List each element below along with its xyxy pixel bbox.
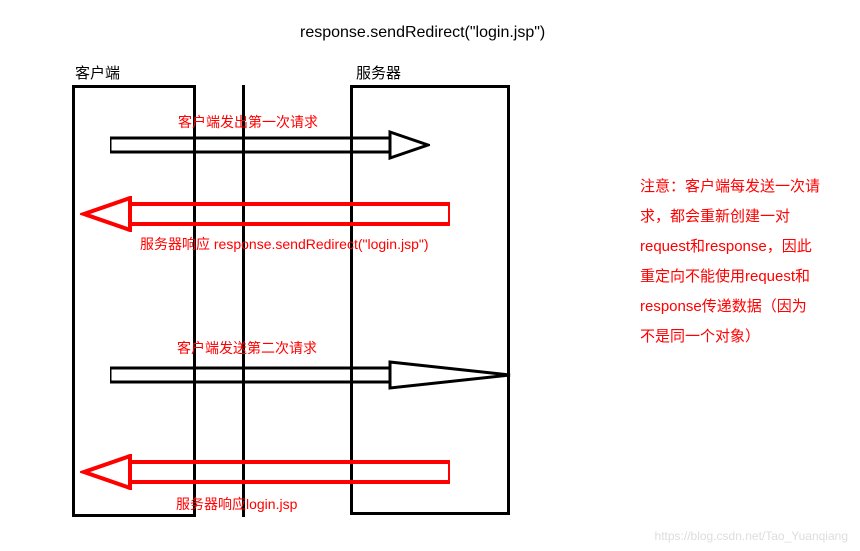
arrow-response-2 (80, 454, 450, 490)
arrow-response-1 (80, 196, 450, 232)
arrow-label-resp2: 服务器响应login.jsp (176, 494, 297, 514)
watermark: https://blog.csdn.net/Tao_Yuanqiang (655, 529, 848, 543)
arrow-request-2 (110, 360, 515, 390)
diagram-title: response.sendRedirect("login.jsp") (300, 24, 545, 42)
client-label: 客户端 (75, 62, 120, 83)
note-text: 注意：客户端每发送一次请求，都会重新创建一对request和response，因… (640, 172, 820, 352)
server-label: 服务器 (356, 62, 401, 83)
arrow-label-req2: 客户端发送第二次请求 (177, 338, 317, 358)
arrow-label-resp1: 服务器响应 response.sendRedirect("login.jsp") (140, 234, 429, 254)
arrow-label-req1: 客户端发出第一次请求 (178, 112, 318, 132)
arrow-request-1 (110, 130, 430, 160)
